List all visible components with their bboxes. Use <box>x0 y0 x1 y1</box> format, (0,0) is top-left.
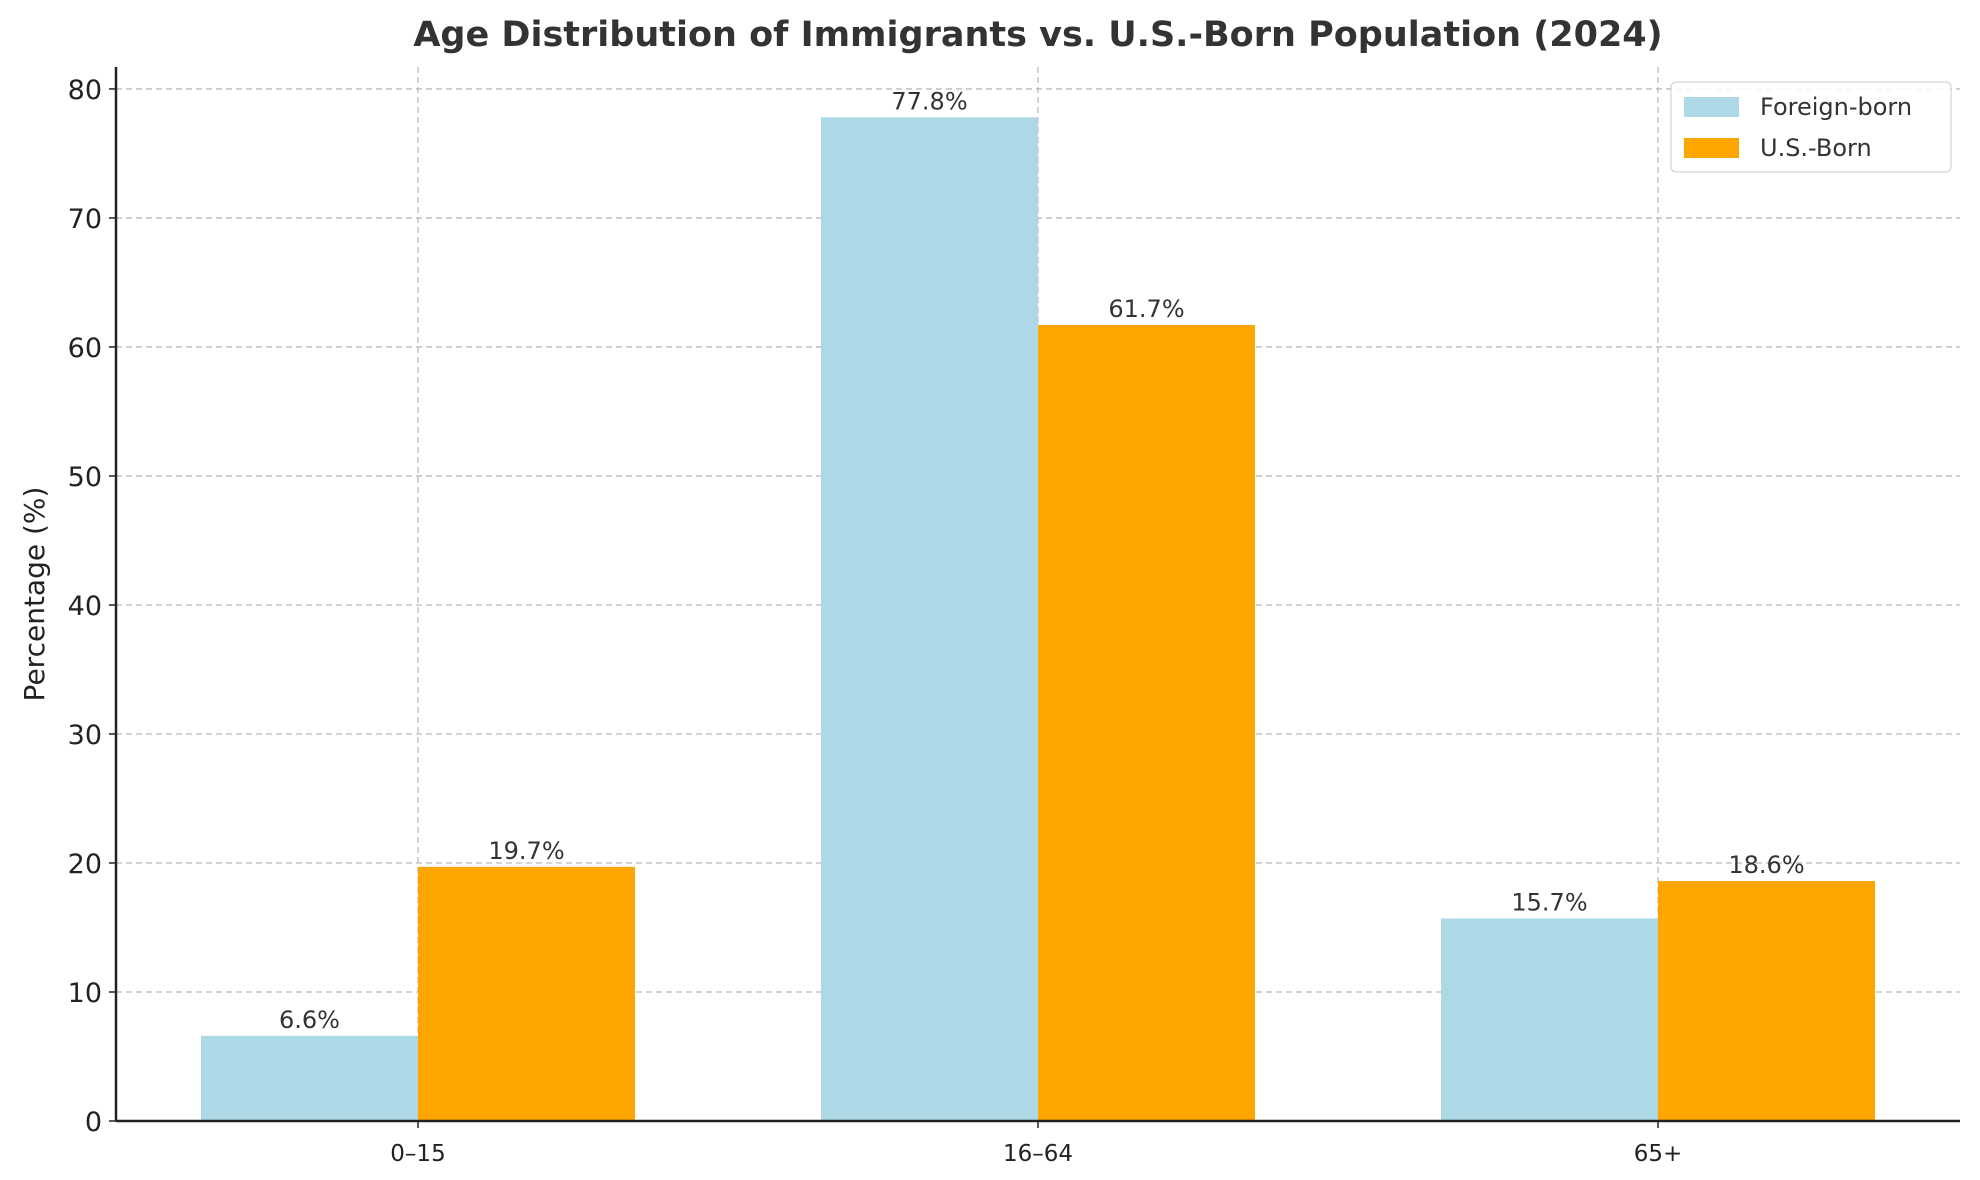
y-tick-label: 50 <box>68 462 102 493</box>
data-label: 77.8% <box>891 87 967 115</box>
data-label: 61.7% <box>1108 295 1184 323</box>
bar-foreign-born <box>201 1035 418 1121</box>
legend-box <box>1670 81 1952 173</box>
y-tick-label: 70 <box>68 204 102 235</box>
legend-label: Foreign-born <box>1760 93 1912 121</box>
y-tick-label: 60 <box>68 333 102 364</box>
data-label: 18.6% <box>1728 851 1804 879</box>
legend-label: U.S.-Born <box>1760 134 1872 162</box>
bar-us-born <box>1658 881 1875 1121</box>
legend-swatch <box>1684 138 1739 158</box>
y-tick-label: 10 <box>68 978 102 1009</box>
chart-title: Age Distribution of Immigrants vs. U.S.-… <box>413 15 1662 55</box>
x-tick-label: 0–15 <box>390 1141 445 1167</box>
x-tick-label: 65+ <box>1634 1141 1683 1167</box>
legend: Foreign-born U.S.-Born <box>1670 81 1952 173</box>
y-tick-label: 0 <box>85 1107 102 1138</box>
data-label: 15.7% <box>1511 888 1587 916</box>
data-label: 6.6% <box>279 1006 340 1034</box>
bar-foreign-born <box>821 117 1038 1121</box>
data-label: 19.7% <box>488 837 564 865</box>
y-axis-label: Percentage (%) <box>18 487 51 702</box>
y-tick-label: 30 <box>68 720 102 751</box>
y-tick-label: 40 <box>68 591 102 622</box>
x-tick-label: 16–64 <box>1003 1141 1073 1167</box>
bar-foreign-born <box>1441 918 1658 1121</box>
y-tick-label: 80 <box>68 75 102 106</box>
y-tick-label: 20 <box>68 849 102 880</box>
bar-us-born <box>1038 325 1255 1121</box>
legend-swatch <box>1684 97 1739 117</box>
bar-us-born <box>418 866 635 1121</box>
